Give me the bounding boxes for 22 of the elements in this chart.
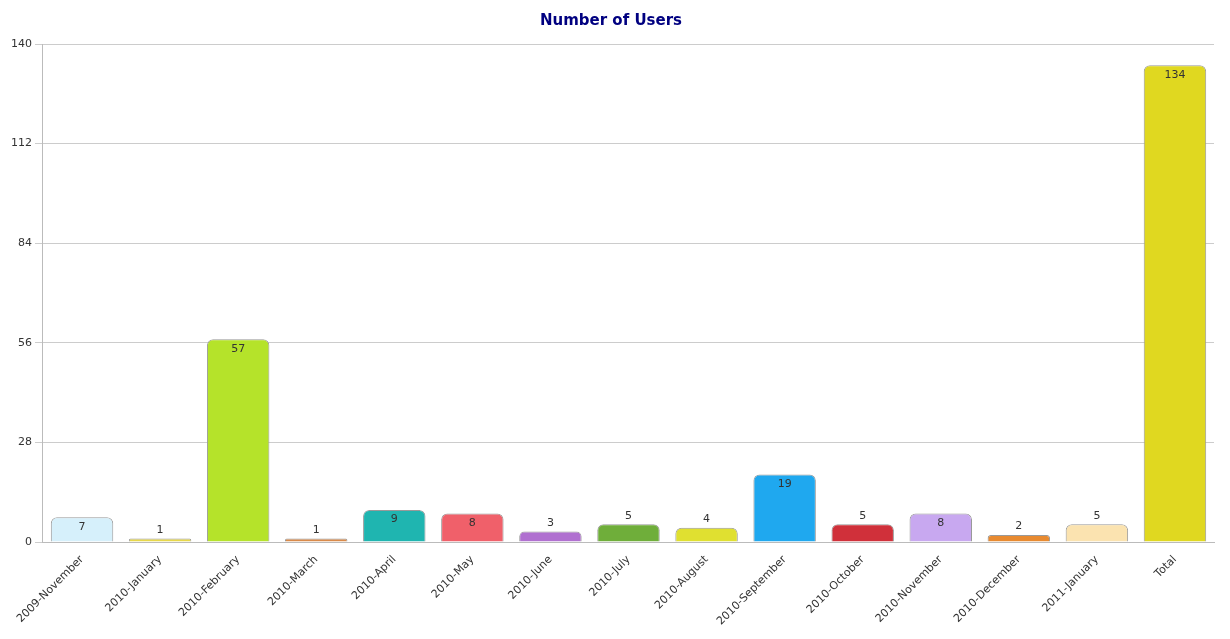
data-label: 3 — [546, 515, 554, 529]
data-label: 1 — [156, 522, 164, 536]
data-label: 1 — [312, 522, 320, 536]
data-label: 134 — [1164, 67, 1186, 81]
data-label: 5 — [1093, 508, 1101, 522]
y-tick-label: 56 — [18, 335, 32, 349]
data-label: 7 — [78, 519, 86, 533]
data-label: 4 — [703, 512, 711, 526]
y-tick-label: 84 — [18, 236, 32, 250]
chart-title: Number of Users — [539, 10, 683, 29]
data-label: 8 — [468, 515, 476, 529]
data-label: 9 — [390, 512, 398, 526]
data-label: 2 — [1015, 519, 1023, 533]
y-tick-label: 28 — [18, 435, 32, 449]
y-tick-label: 140 — [11, 36, 32, 50]
data-label: 8 — [937, 515, 945, 529]
data-label: 19 — [777, 476, 792, 490]
data-label: 5 — [625, 508, 632, 522]
y-tick-label: 112 — [11, 136, 32, 150]
data-label: 5 — [859, 508, 867, 522]
y-tick-label: 0 — [25, 534, 32, 548]
data-label: 57 — [231, 341, 246, 355]
